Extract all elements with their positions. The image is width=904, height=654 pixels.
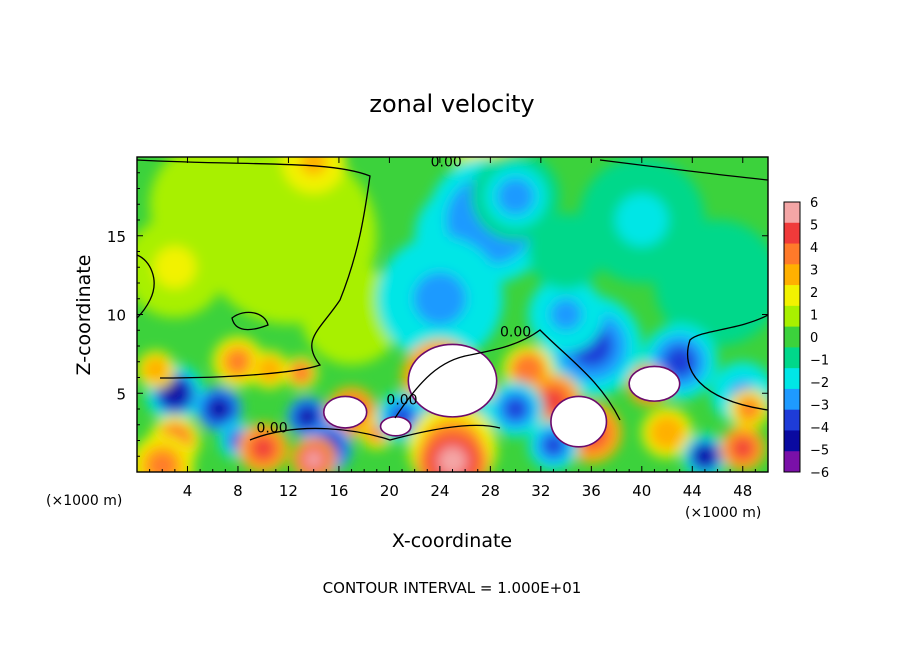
contour-label-0: 0.00 [431,154,462,170]
zero-contour-right [686,314,768,411]
contour-label-1: 0.00 [500,325,531,341]
saturated-regions [322,343,681,448]
colorbar-label-3: 3 [810,264,818,279]
field-blob-46-2 [437,446,468,472]
field-blob-12-2 [550,298,582,331]
colorbar-label-8: −2 [810,376,829,391]
contour-label-3: 0.00 [256,421,287,437]
field-blob-17-2 [550,235,582,268]
colorbar-swatch-0 [784,202,800,224]
contour-label-2: 0.00 [386,392,417,408]
x-tick-label-24: 24 [430,482,449,500]
field-blob-21-2 [162,381,188,406]
field-blob-2-2 [153,246,197,289]
colorbar-label-7: −1 [810,354,829,369]
x-tick-label-44: 44 [683,482,702,500]
x-tick-label-40: 40 [632,482,651,500]
colorbar-swatch-5 [784,305,800,328]
x-tick-label-36: 36 [582,482,601,500]
field-blob-29-2 [252,437,274,459]
zero-contour-topright [599,159,768,181]
x-tick-label-16: 16 [329,482,348,500]
field-blob-3-2 [330,293,373,336]
field-blob-41-2 [656,422,678,444]
colorbar-swatch-6 [784,326,800,348]
saturated-region-0 [407,343,498,418]
field-blob-14-2 [691,256,745,310]
colorbar-swatch-4 [784,285,800,307]
field-blob-25-2 [147,361,164,378]
zero-contours [137,159,768,441]
colorbar-swatch-7 [784,347,800,369]
field-blob-35-2 [517,359,539,381]
x-axis-ticks: 4 8 12 16 20 24 28 32 36 40 44 48 [149,157,756,500]
saturated-region-2 [550,395,608,448]
colorbar-label-10: −4 [810,421,829,436]
x-unit-label-right: (×1000 m) [685,505,761,521]
y-tick-label-15: 15 [107,228,126,246]
colorbar: 6 5 4 3 2 1 0 −1 −2 −3 −4 −5 −6 [783,196,829,481]
zero-contour-upper [137,159,371,379]
field-blob-43-2 [740,400,758,418]
zero-contour-loop [231,311,269,331]
colorbar-label-5: 1 [810,309,818,324]
field-blob-8-2 [497,177,535,215]
field-blob-4-2 [300,157,327,175]
contour-interval-note: CONTOUR INTERVAL = 1.000E+01 [323,579,582,597]
contour-labels: 0.00 0.00 0.00 0.00 [256,154,531,437]
colorbar-label-4: 2 [810,286,818,301]
zero-contour-mid [394,329,621,421]
x-tick-label-48: 48 [733,482,752,500]
x-unit-label-left: (×1000 m) [46,493,122,509]
colorbar-label-1: 5 [810,219,818,234]
colorbar-swatch-9 [784,388,800,411]
field-blob-42-2 [695,446,715,466]
zero-contour-lower [249,424,501,441]
field-blob-26-2 [298,408,316,426]
colorbar-label-2: 4 [810,241,818,256]
colorbar-label-11: −5 [810,444,829,459]
colorbar-label-9: −3 [810,399,829,414]
x-axis-label: X-coordinate [392,530,512,552]
field-blob-18-2 [227,351,249,373]
colorbar-swatch-1 [784,222,800,245]
field-blob-48-2 [148,452,176,472]
colorbar-swatch-8 [784,368,800,390]
colorbar-swatch-2 [784,243,800,265]
field-blob-22-2 [209,399,229,419]
colorbar-swatch-3 [784,264,800,286]
x-tick-label-8: 8 [233,482,243,500]
colorbar-swatch-12 [784,451,800,473]
chart-title: zonal velocity [369,90,534,118]
x-tick-label-28: 28 [481,482,500,500]
colorbar-label-12: −6 [810,466,829,481]
colorbar-frame [783,201,801,473]
colorbar-swatch-10 [784,409,800,431]
field-blob-13-2 [615,193,669,247]
y-axis-ticks: 5 10 15 [107,172,768,457]
x-tick-label-12: 12 [279,482,298,500]
y-tick-label-10: 10 [107,307,126,325]
colorbar-label-0: 6 [810,196,818,211]
field-blob-1-2 [186,177,240,231]
saturated-region-1 [628,365,681,402]
saturated-region-3 [322,395,368,429]
field-blob-20-2 [261,361,278,378]
field-blob-38-2 [503,397,528,421]
y-tick-label-5: 5 [116,385,126,403]
x-tick-label-32: 32 [531,482,550,500]
saturated-region-4 [379,416,412,437]
field-blob-44-2 [733,438,753,458]
y-axis-label: Z-coordinate [73,255,95,376]
colorbar-swatch-11 [784,430,800,452]
x-tick-label-4: 4 [183,482,193,500]
field-blob-10-2 [413,272,467,326]
field-blob-47-2 [304,449,324,469]
colorbar-label-6: 0 [810,331,818,346]
x-tick-label-20: 20 [380,482,399,500]
plot-area: 0.00 0.00 0.00 0.00 [137,154,768,472]
